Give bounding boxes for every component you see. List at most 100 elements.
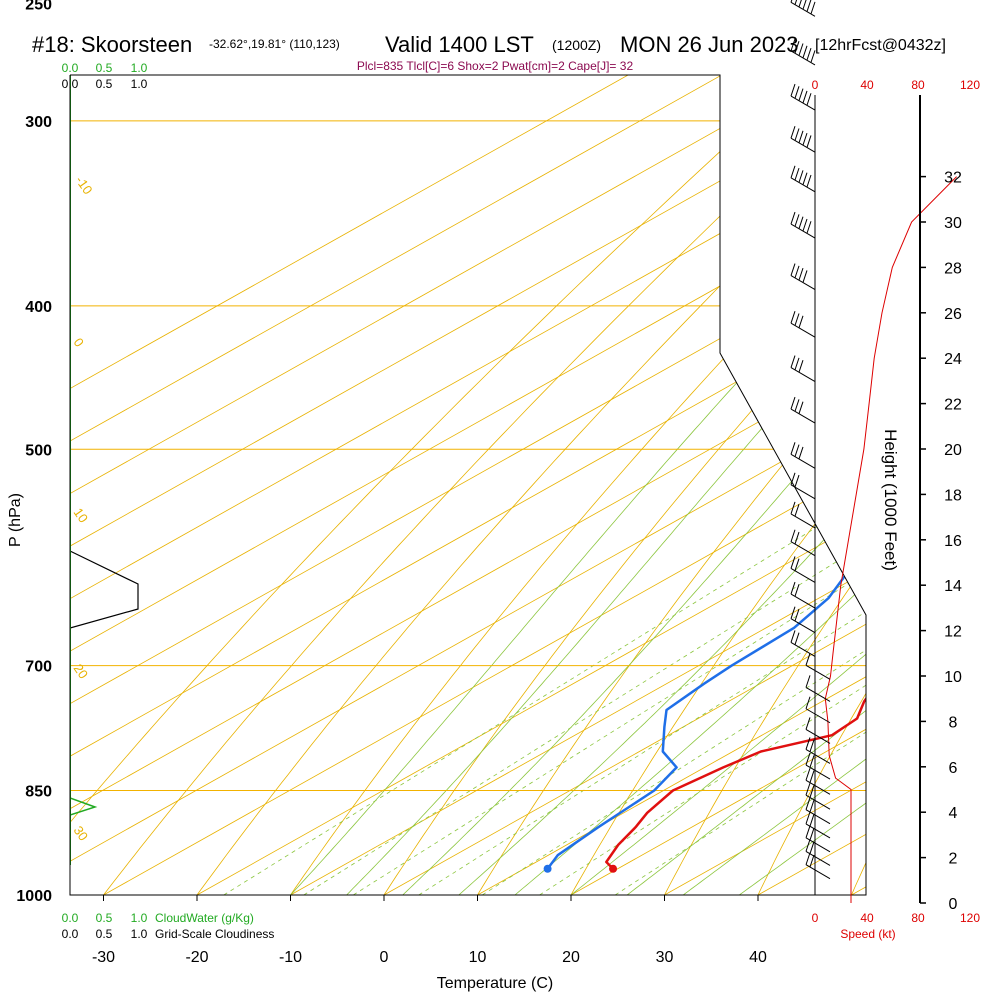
wind-barb-flag (809, 827, 815, 841)
wind-barb-flag (798, 43, 804, 56)
dry-adiabat-line (477, 75, 866, 895)
wind-barb-shaft (805, 809, 831, 825)
wind-barb-flag (794, 41, 800, 54)
wind-barb-flag (805, 825, 811, 838)
wind-barb-shaft (790, 223, 816, 239)
dry-adiabat-line (103, 75, 866, 895)
wind-barb-flag (809, 739, 815, 752)
dry-adiabat-label: 30 (837, 544, 864, 571)
isotherm-line (757, 75, 866, 895)
wind-barb-flag (790, 83, 796, 97)
height-tick-label: 26 (944, 306, 962, 323)
sounding-profiles (70, 75, 1000, 873)
wind-barb (805, 752, 831, 780)
wind-barb-flag (805, 839, 811, 852)
wind-barb-flag (798, 360, 804, 373)
wind-barb-shaft (790, 275, 816, 290)
wind-barb-flag (790, 355, 796, 368)
dry-adiabat-line (664, 75, 866, 895)
cloudwater-tick-label-top: 1.0 (131, 61, 148, 75)
wind-barb-flag (790, 442, 796, 455)
wind-barb (790, 581, 816, 609)
height-axis-title: Height (1000 Feet) (881, 429, 900, 571)
isotherm-label: 0 (71, 335, 87, 350)
wind-barb-flag (794, 399, 800, 412)
wind-barb (805, 839, 831, 866)
isotherm-label: -10 (73, 173, 96, 197)
mixing-ratio-label: 2 (301, 900, 317, 915)
wind-barb-flag (809, 841, 815, 854)
surface-dewpoint-point (543, 864, 552, 873)
isotherm-line (103, 75, 866, 895)
wind-barb-flag (794, 167, 800, 181)
moist-adiabat-line (346, 75, 866, 895)
wind-barb-flag (810, 1, 816, 15)
wind-barb (805, 737, 831, 764)
wind-barb-flag (790, 165, 796, 178)
wind-barb-flag (794, 608, 800, 622)
pressure-tick-label: 300 (25, 114, 52, 131)
cloudwater-tick-label-top: 0.0 (62, 61, 79, 75)
wind-barb-flag (794, 558, 800, 571)
x-axis-tick-label: 40 (749, 949, 767, 966)
station-coords: -32.62°,19.81° (110,123) (209, 37, 340, 51)
wind-barb-shaft (805, 779, 831, 795)
moist-adiabat-line (739, 75, 866, 895)
pressure-tick-label: 850 (25, 784, 52, 801)
dry-adiabat-line (757, 75, 866, 895)
wind-barb-shaft (805, 664, 831, 680)
wind-barb-flag (805, 696, 811, 709)
wind-barb-flag (809, 770, 815, 783)
wind-barb (805, 811, 831, 839)
y-axis-title: P (hPa) (7, 493, 24, 547)
isotherm-line (383, 75, 866, 895)
x-axis-tick-label: -10 (279, 949, 302, 966)
wind-barb (805, 653, 831, 680)
x-axis-tick-label: 20 (562, 949, 580, 966)
wind-barb (805, 825, 831, 853)
isotherm-line (70, 75, 849, 895)
wind-barb-flag (798, 216, 804, 229)
cloudwater-tick-label-bottom: 0.5 (96, 911, 113, 925)
wind-barb-flag (790, 529, 796, 542)
wind-barb (805, 768, 831, 795)
parcel-path (961, 475, 1000, 593)
wind-barb-flag (794, 86, 800, 99)
pressure-tick-label: 500 (25, 442, 52, 459)
dewpoint-line (546, 75, 866, 870)
cloudwater-tick-label-bottom: 0.0 (62, 911, 79, 925)
wind-barb (805, 696, 831, 724)
wind-barb (805, 852, 831, 880)
axes: -30 -20 -10 0 10 20 30 402503004005007008501000… (16, 0, 980, 966)
cloudiness-tick-label-bottom: 0.5 (96, 927, 113, 941)
station-title: #18: Skoorsteen (32, 32, 192, 57)
wind-barb-flag (790, 0, 793, 3)
height-tick-label: 14 (944, 578, 962, 595)
cloudiness-tick-label-top: 0.0 (62, 77, 79, 91)
wind-barb-flag (798, 170, 804, 183)
wind-barb-flag (798, 315, 804, 328)
wind-barb-shaft (790, 567, 816, 583)
x-axis-tick-label: -20 (185, 949, 208, 966)
x-axis-tick-label: -30 (92, 949, 115, 966)
wind-barb-flag (790, 606, 796, 619)
wind-barb (805, 717, 831, 744)
wind-panel (790, 0, 957, 903)
wind-barb-flag (798, 130, 804, 143)
wind-barb (790, 211, 816, 239)
height-tick-label: 6 (949, 760, 958, 777)
isotherm-label: 20 (71, 661, 92, 681)
height-tick-label: 0 (949, 896, 958, 913)
wind-barb-flag (790, 630, 796, 643)
dry-adiabat-line (570, 75, 866, 895)
speed-tick-label-top: 120 (960, 78, 980, 92)
plot-outline (69, 74, 867, 896)
wind-barb-flag (809, 755, 815, 768)
valid-utc: (1200Z) (552, 37, 601, 53)
cloudiness-tick-label-top: 1.0 (131, 77, 148, 91)
wind-barb-shaft (790, 50, 816, 66)
speed-tick-label-bottom: 80 (911, 911, 925, 925)
speed-axis-title: Speed (kt) (840, 927, 895, 941)
wind-barb-flag (790, 311, 796, 324)
